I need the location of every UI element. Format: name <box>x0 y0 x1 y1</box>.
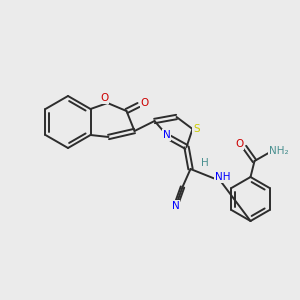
Text: O: O <box>140 98 148 108</box>
Text: NH: NH <box>215 172 230 182</box>
Text: H: H <box>201 158 208 168</box>
Text: NH₂: NH₂ <box>269 146 288 156</box>
Text: O: O <box>100 93 109 103</box>
Text: N: N <box>172 201 179 211</box>
Text: N: N <box>163 130 170 140</box>
Text: O: O <box>236 139 244 149</box>
Text: S: S <box>193 124 200 134</box>
